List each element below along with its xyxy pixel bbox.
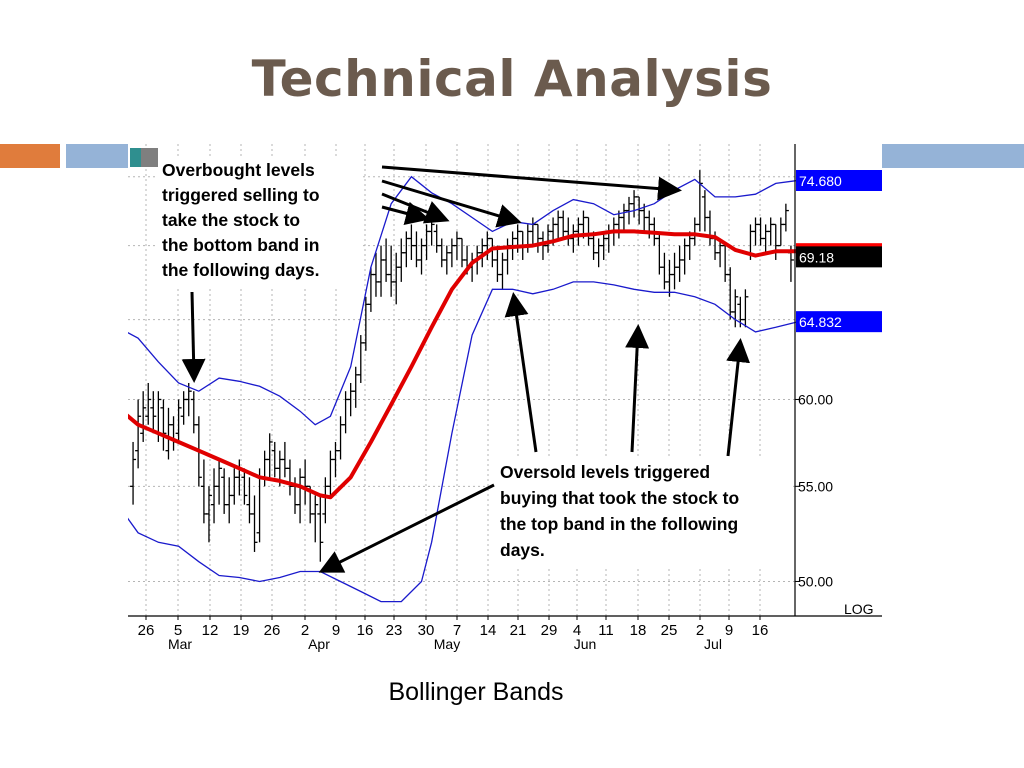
bollinger-chart: 60.00 55.00 50.00 LOG 26 5 12 19 26 2 9 16 23 30 7 14 21…: [116, 144, 882, 660]
price-bar: [160, 399, 167, 451]
price-bar: [140, 391, 147, 442]
x-tick-label: 19: [233, 622, 250, 639]
accent-bar-blue-right: [882, 144, 1024, 168]
oversold-annotation-bg: [494, 458, 792, 566]
x-tick-label: 25: [661, 622, 678, 639]
x-month-label: Apr: [308, 636, 330, 652]
chart-corner-icon-gray: [141, 148, 158, 167]
overbought-annotation-line: the following days.: [162, 260, 320, 280]
value-label-box: [796, 246, 882, 268]
x-tick-label: 16: [752, 622, 769, 639]
value-label-box: [796, 311, 882, 333]
overbought-arrow: [381, 165, 682, 201]
x-tick-label: 5: [174, 622, 182, 639]
moving-average-line: [116, 229, 796, 500]
oversold-arrow: [726, 338, 751, 457]
price-bar: [135, 399, 142, 469]
price-bar: [312, 495, 319, 543]
value-label-text: 64.832: [799, 314, 842, 330]
oversold-annotation-line: Oversold levels triggered: [500, 462, 710, 482]
x-tick-label: 14: [480, 622, 497, 639]
price-bar: [732, 289, 739, 328]
price-bar: [175, 399, 182, 442]
log-scale-label: LOG: [844, 601, 874, 617]
x-tick-label: 4: [573, 622, 581, 639]
x-tick-label: 9: [725, 622, 733, 639]
value-label: 64.832: [796, 311, 882, 333]
overbought-annotation-line: Overbought levels: [162, 160, 315, 180]
price-bar: [205, 486, 212, 543]
overbought-annotation-line: the bottom band in: [162, 235, 319, 255]
price-bar: [266, 433, 273, 478]
price-bar: [145, 382, 152, 425]
value-label: 69.18: [796, 246, 882, 268]
price-bar: [150, 391, 157, 434]
value-label-box: [796, 169, 882, 191]
overbought-arrow: [381, 201, 430, 226]
x-month-label: May: [434, 636, 460, 652]
price-bar: [185, 382, 192, 417]
x-tick-label: 7: [453, 622, 461, 639]
value-label-text: 74.680: [799, 173, 842, 189]
value-labels: 74.680 69.18 64.832: [796, 169, 882, 333]
y-tick-label: 50.00: [798, 573, 833, 589]
x-tick-label: 16: [357, 622, 374, 639]
x-month-label: Jul: [704, 636, 722, 652]
price-bar: [317, 495, 324, 562]
overbought-arrow: [181, 291, 206, 383]
overbought-annotation-line: triggered selling to: [162, 185, 320, 205]
x-tick-label: 23: [386, 622, 403, 639]
price-bar: [216, 459, 223, 505]
x-month-label: Jun: [574, 636, 597, 652]
x-tick-label: 26: [138, 622, 155, 639]
x-tick-label: 2: [301, 622, 309, 639]
oversold-arrow: [504, 292, 538, 453]
oversold-annotation-line: days.: [500, 540, 545, 560]
accent-bar-orange: [0, 144, 60, 168]
accent-bar-blue-left: [66, 144, 130, 168]
slide-title: Technical Analysis: [251, 50, 773, 108]
price-bar: [241, 468, 248, 505]
x-tick-label: 2: [696, 622, 704, 639]
price-bar: [130, 441, 137, 505]
x-tick-label: 11: [598, 622, 614, 639]
overbought-annotation-bg: [158, 156, 362, 286]
value-label-text: 69.18: [799, 249, 834, 265]
x-month-label: Mar: [168, 636, 192, 652]
price-bar: [782, 203, 789, 232]
lower-band-line: [117, 281, 797, 603]
x-tick-label: 18: [630, 622, 647, 639]
chart-caption: Bollinger Bands: [388, 678, 564, 706]
overbought-annotation-line: take the stock to: [162, 210, 300, 230]
oversold-annotation-line: the top band in the following: [500, 514, 738, 534]
price-bar: [251, 495, 258, 552]
y-tick-label: 55.00: [798, 478, 833, 494]
x-tick-label: 26: [264, 622, 281, 639]
oversold-annotation-line: buying that took the stock to: [500, 488, 739, 508]
oversold-arrow: [318, 483, 495, 573]
y-tick-label: 60.00: [798, 391, 833, 407]
x-tick-label: 30: [418, 622, 435, 639]
price-bar: [742, 289, 749, 328]
x-tick-label: 12: [202, 622, 219, 639]
x-tick-label: 21: [510, 622, 527, 639]
value-label: 74.680: [796, 169, 882, 191]
chart-corner-icon-teal: [130, 148, 141, 167]
x-tick-label: 9: [332, 622, 340, 639]
annotations: Overbought levels triggered selling to tak…: [158, 156, 792, 573]
overbought-arrow: [381, 179, 522, 228]
oversold-arrow: [625, 324, 650, 453]
x-tick-label: 29: [541, 622, 558, 639]
